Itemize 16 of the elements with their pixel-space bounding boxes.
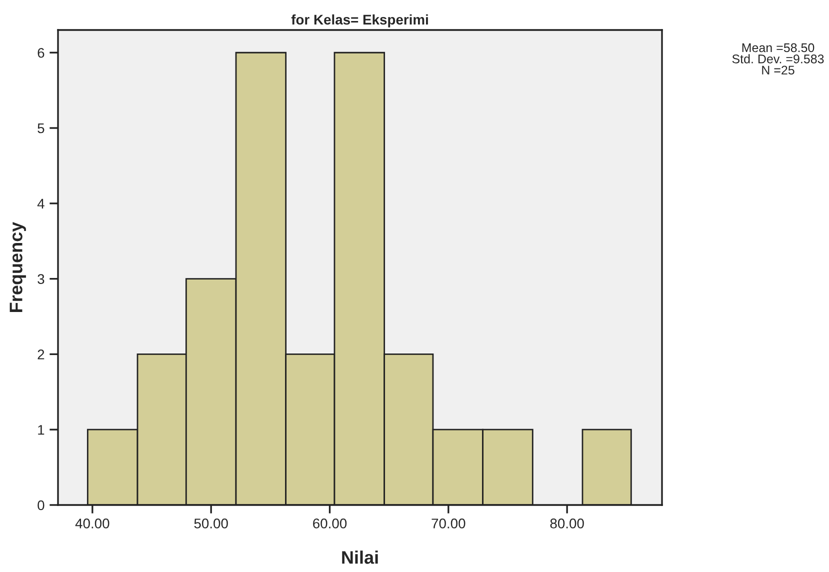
text: Mean =58.50 Std. Dev. =9.583 N =25 [732,43,824,75]
y-tick-label: 6 [38,48,44,58]
x-tick-label: 70.00 [432,518,466,528]
y-axis-title: Frequency [10,222,26,312]
x-tick-label: 50.00 [194,518,228,528]
y-tick-label: 4 [37,198,44,208]
y-tick-label: 2 [38,350,44,360]
y-tick-label: 0 [38,500,44,510]
x-axis-title: Nilai [342,550,378,564]
x-tick-label: 60.00 [313,518,347,528]
x-tick-label: 40.00 [75,518,110,528]
y-tick-label: 3 [38,274,44,284]
x-tick-label: 80.00 [550,518,584,528]
y-tick-label: 5 [38,123,44,134]
chart-title: for Kelas= Eksperimi [291,14,428,28]
y-tick-label: 1 [38,425,44,435]
